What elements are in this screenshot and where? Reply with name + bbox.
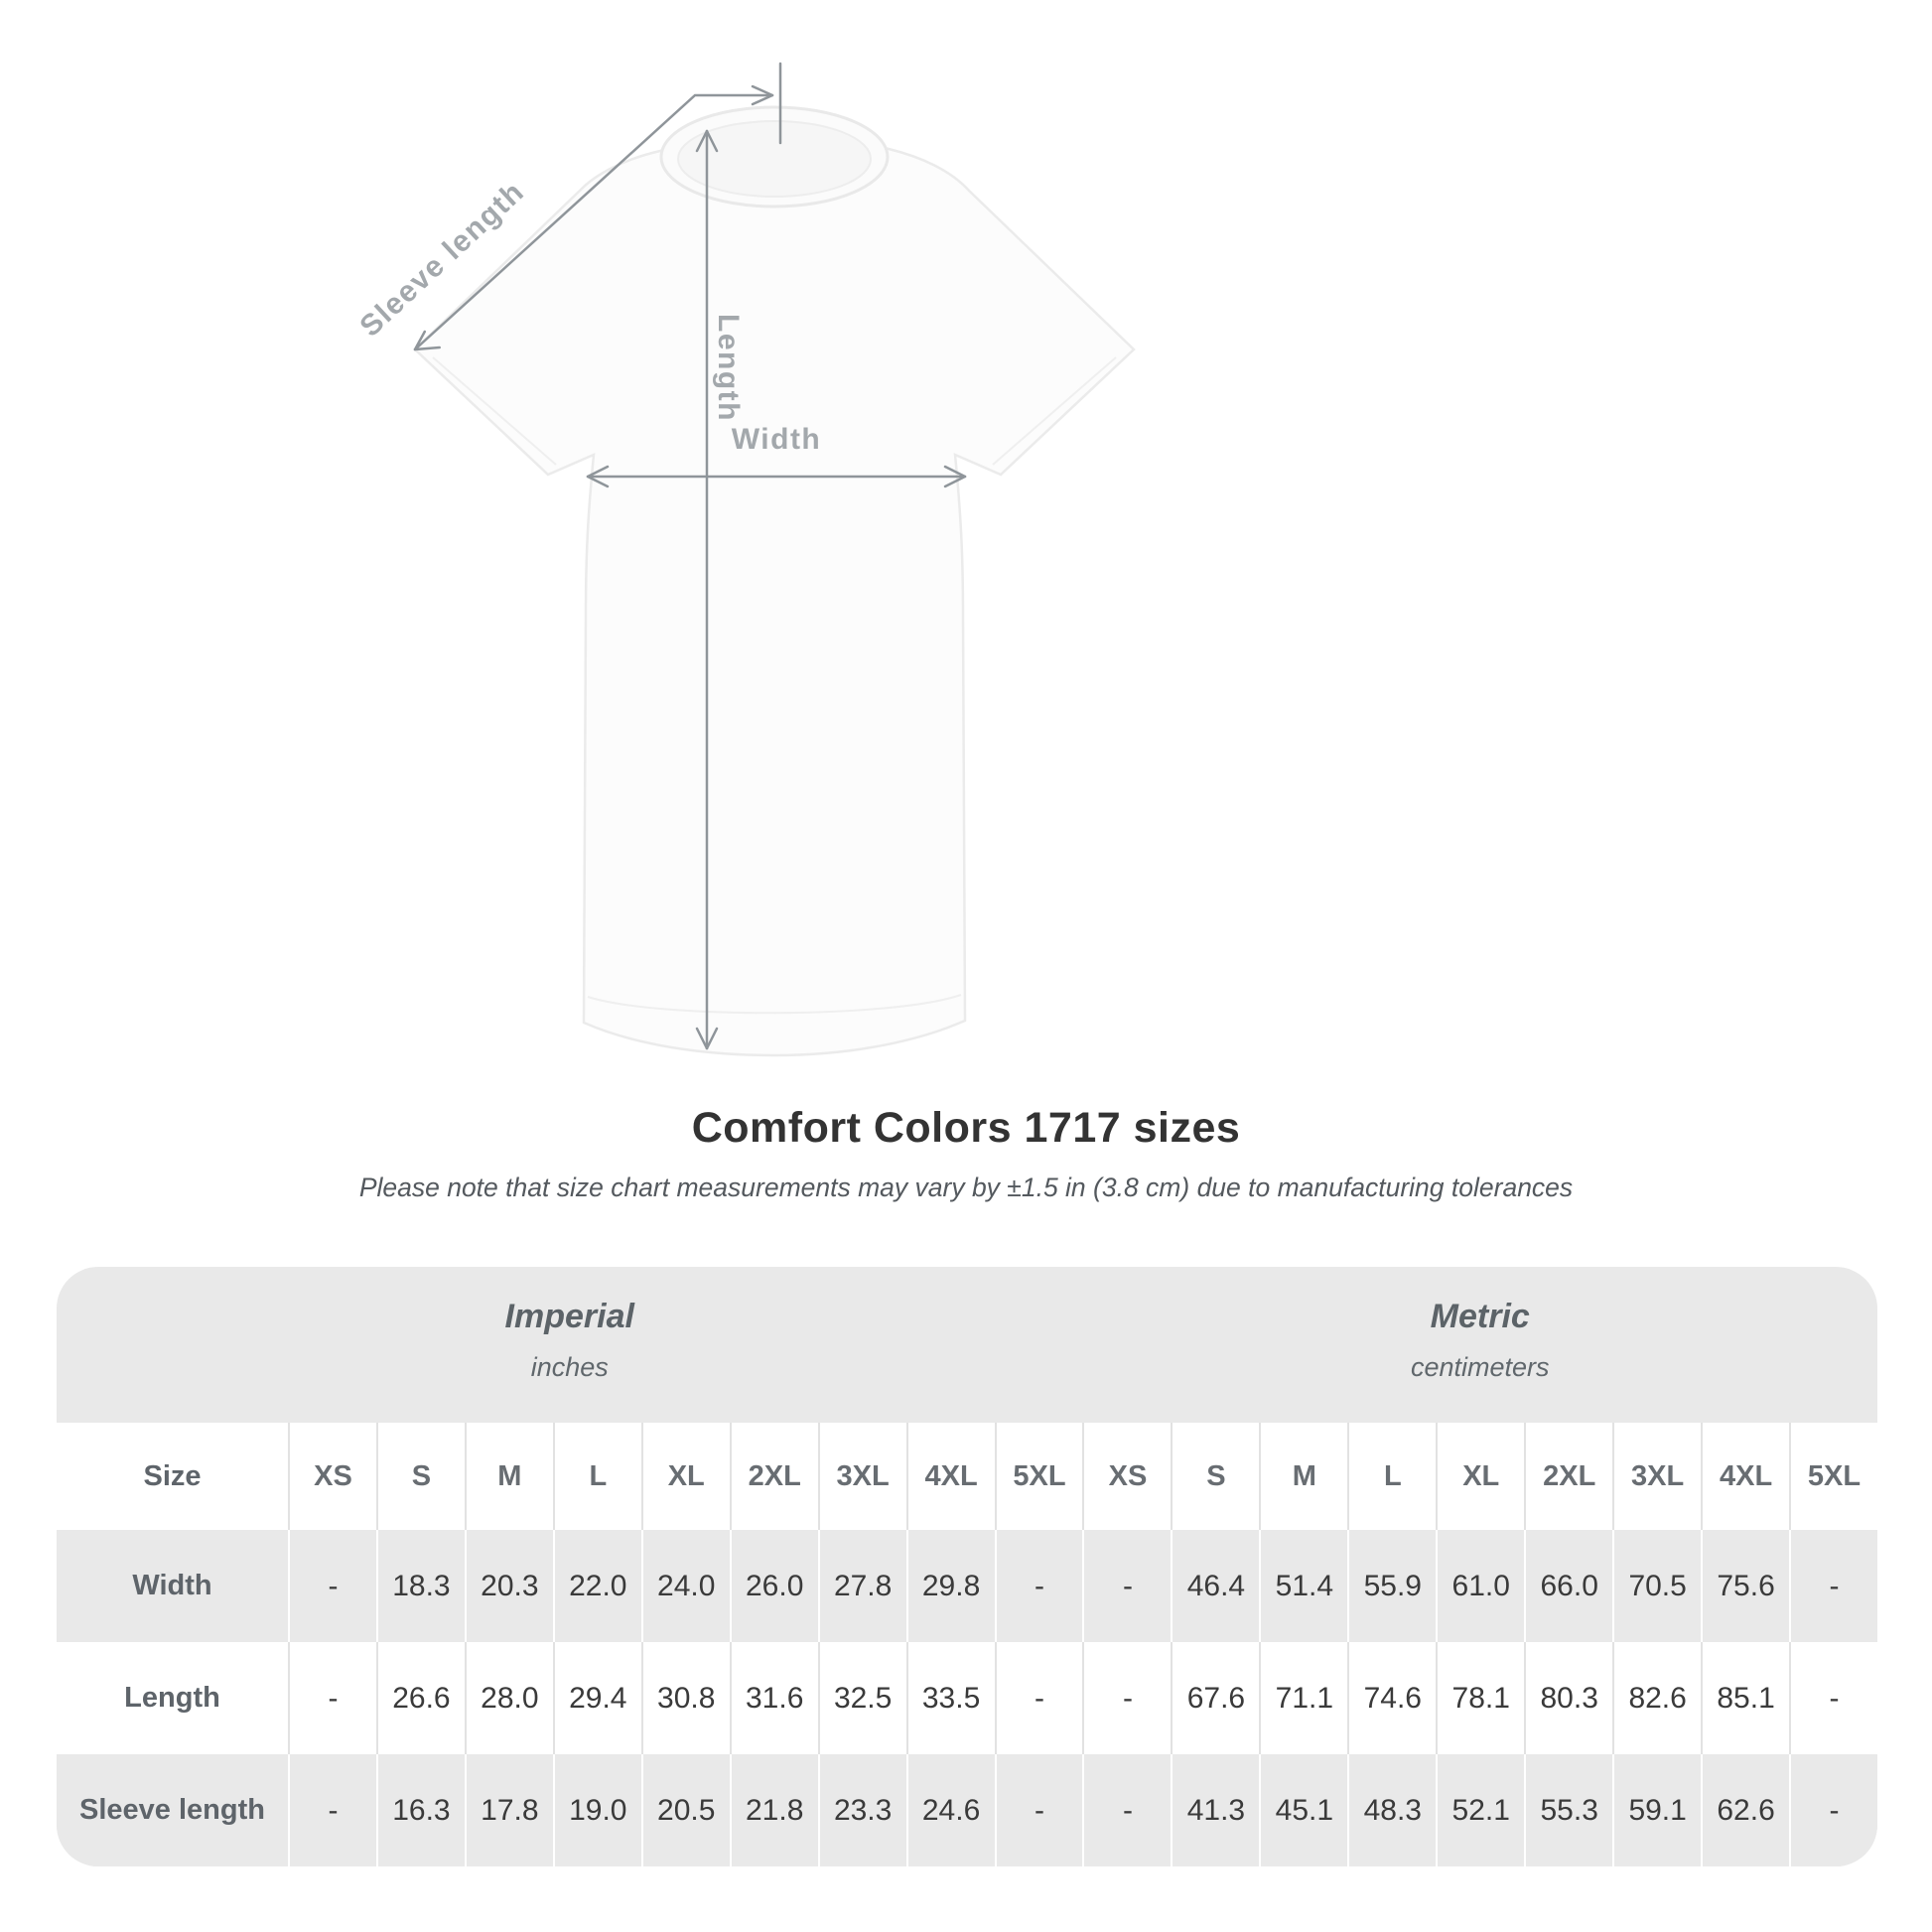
size-col-header: XS [1082, 1423, 1172, 1530]
table-cell: 62.6 [1701, 1754, 1790, 1866]
size-col-header: 4XL [1701, 1423, 1790, 1530]
table-cell: 32.5 [817, 1642, 906, 1754]
table-cell: 45.1 [1259, 1754, 1348, 1866]
table-cell: 20.3 [464, 1530, 553, 1642]
unit-group-header-imperial: Imperial inches [57, 1267, 1082, 1423]
tshirt-diagram: Sleeve length Length Width [353, 62, 1136, 1057]
table-cell: 29.4 [552, 1642, 641, 1754]
table-cell: - [1082, 1642, 1172, 1754]
table-cell: 82.6 [1612, 1642, 1702, 1754]
row-label: Sleeve length [57, 1754, 288, 1866]
size-col-header: M [464, 1423, 553, 1530]
table-cell: - [1082, 1754, 1172, 1866]
table-cell: 66.0 [1524, 1530, 1613, 1642]
table-cell: 55.9 [1347, 1530, 1437, 1642]
table-cell: - [1082, 1530, 1172, 1642]
size-col-header: 5XL [1789, 1423, 1877, 1530]
table-cell: 48.3 [1347, 1754, 1437, 1866]
table-cell: - [994, 1642, 1083, 1754]
size-col-header: 2XL [729, 1423, 818, 1530]
size-col-header: M [1259, 1423, 1348, 1530]
table-cell: 17.8 [464, 1754, 553, 1866]
table-cell: - [994, 1754, 1083, 1866]
table-cell: 75.6 [1701, 1530, 1790, 1642]
tshirt-illustration [413, 105, 1136, 1057]
size-col-header: XL [1436, 1423, 1525, 1530]
size-col-header: 5XL [994, 1423, 1083, 1530]
table-cell: 85.1 [1701, 1642, 1790, 1754]
table-cell: 24.0 [640, 1530, 730, 1642]
table-cell: 74.6 [1347, 1642, 1437, 1754]
table-cell: 21.8 [729, 1754, 818, 1866]
table-cell: 52.1 [1436, 1754, 1525, 1866]
unit-group-unit: centimeters [1410, 1351, 1550, 1382]
size-col-header: L [552, 1423, 641, 1530]
heading-block: Comfort Colors 1717 sizes Please note th… [0, 1104, 1932, 1203]
table-cell: - [1789, 1530, 1877, 1642]
size-table-grid: Imperial inches Metric centimeters Size XS S M L… [57, 1267, 1877, 1866]
size-col-header: 4XL [905, 1423, 995, 1530]
page-subtitle: Please note that size chart measurements… [358, 1173, 1574, 1202]
table-cell: 28.0 [464, 1642, 553, 1754]
table-cell: 61.0 [1436, 1530, 1525, 1642]
table-cell: 19.0 [552, 1754, 641, 1866]
table-cell: 51.4 [1259, 1530, 1348, 1642]
table-cell: 26.6 [375, 1642, 465, 1754]
unit-group-title: Imperial [504, 1297, 634, 1335]
table-cell: - [288, 1530, 376, 1642]
table-cell: - [1789, 1754, 1877, 1866]
unit-group-unit: inches [530, 1351, 609, 1382]
size-table-panel: Imperial inches Metric centimeters Size XS S M L… [57, 1267, 1877, 1866]
table-cell: - [1789, 1642, 1877, 1754]
table-cell: 20.5 [640, 1754, 730, 1866]
page-title: Comfort Colors 1717 sizes [691, 1104, 1241, 1152]
table-cell: 78.1 [1436, 1642, 1525, 1754]
table-cell: 16.3 [375, 1754, 465, 1866]
table-cell: 27.8 [817, 1530, 906, 1642]
table-cell: - [288, 1754, 376, 1866]
table-cell: 55.3 [1524, 1754, 1613, 1866]
row-label: Length [57, 1642, 288, 1754]
row-label: Width [57, 1530, 288, 1642]
table-cell: 67.6 [1171, 1642, 1260, 1754]
table-cell: 31.6 [729, 1642, 818, 1754]
table-cell: 59.1 [1612, 1754, 1702, 1866]
table-cell: - [288, 1642, 376, 1754]
table-cell: 23.3 [817, 1754, 906, 1866]
unit-group-title: Metric [1430, 1297, 1530, 1335]
table-cell: 80.3 [1524, 1642, 1613, 1754]
length-label: Length [712, 314, 745, 422]
size-col-header: XS [288, 1423, 376, 1530]
table-cell: 30.8 [640, 1642, 730, 1754]
width-measure: Width [586, 423, 967, 488]
size-col-header: 3XL [1612, 1423, 1702, 1530]
table-cell: 70.5 [1612, 1530, 1702, 1642]
size-col-header: L [1347, 1423, 1437, 1530]
table-cell: 18.3 [375, 1530, 465, 1642]
size-col-header: S [375, 1423, 465, 1530]
table-cell: 24.6 [905, 1754, 995, 1866]
unit-group-header-metric: Metric centimeters [1082, 1267, 1877, 1423]
size-col-header: XL [640, 1423, 730, 1530]
table-cell: 33.5 [905, 1642, 995, 1754]
table-cell: 71.1 [1259, 1642, 1348, 1754]
size-col-header: 3XL [817, 1423, 906, 1530]
table-cell: 29.8 [905, 1530, 995, 1642]
size-col-header: 2XL [1524, 1423, 1613, 1530]
size-header-label: Size [57, 1423, 288, 1530]
size-col-header: S [1171, 1423, 1260, 1530]
width-label: Width [732, 423, 822, 456]
length-measure: Length [695, 129, 745, 1050]
table-cell: - [994, 1530, 1083, 1642]
table-cell: 22.0 [552, 1530, 641, 1642]
table-cell: 26.0 [729, 1530, 818, 1642]
table-cell: 46.4 [1171, 1530, 1260, 1642]
table-cell: 41.3 [1171, 1754, 1260, 1866]
